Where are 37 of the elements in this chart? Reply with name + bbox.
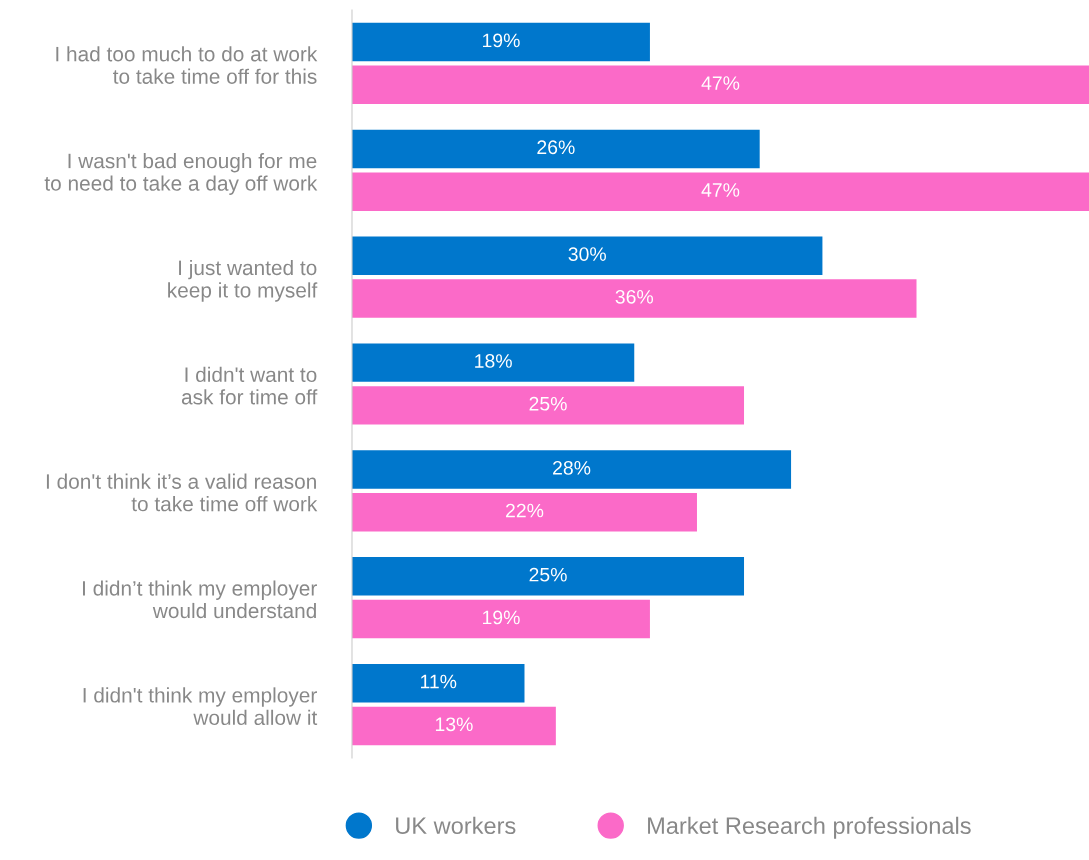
bar bbox=[352, 343, 635, 382]
bar bbox=[352, 492, 697, 532]
bar bbox=[352, 450, 792, 489]
bar bbox=[352, 663, 525, 703]
data-label: 18% bbox=[475, 354, 512, 368]
bar bbox=[352, 599, 650, 639]
y-tick-label: I just wanted to keep it to myself bbox=[168, 259, 318, 302]
bar bbox=[352, 65, 1089, 105]
bar bbox=[352, 172, 1089, 211]
legend-label: Market Research professionals bbox=[648, 816, 971, 839]
y-tick-label: I had too much to do at work to take time off for this bbox=[56, 46, 318, 84]
bar bbox=[352, 386, 745, 425]
data-label: 11% bbox=[420, 674, 457, 689]
bar bbox=[352, 22, 650, 62]
legend-label: UK workers bbox=[396, 816, 516, 835]
bar bbox=[352, 279, 917, 318]
data-label: 36% bbox=[615, 289, 654, 304]
data-label: 28% bbox=[553, 460, 591, 475]
bar bbox=[352, 557, 745, 596]
data-label: 47% bbox=[701, 76, 740, 90]
data-label: 47% bbox=[701, 183, 740, 197]
data-label: 30% bbox=[568, 247, 606, 261]
data-label: 22% bbox=[506, 503, 544, 518]
data-label: 25% bbox=[529, 396, 567, 411]
y-tick-label: I wasn't bad enough for me to need to take a day off work bbox=[44, 153, 318, 195]
data-label: 19% bbox=[482, 610, 520, 625]
bar bbox=[352, 129, 760, 169]
y-tick-label: I didn't think my employer would allow it bbox=[83, 687, 318, 726]
data-label: 25% bbox=[529, 567, 567, 582]
bar bbox=[352, 706, 556, 746]
y-tick-label: I didn't want to ask for time off bbox=[181, 366, 318, 405]
y-tick-label: I don't think it’s a valid reason to take time off work bbox=[46, 473, 318, 512]
data-label: 19% bbox=[482, 33, 520, 48]
data-label: 26% bbox=[537, 140, 575, 155]
y-tick-label: I didn’t think my employer would understand bbox=[83, 580, 317, 619]
bar bbox=[352, 236, 823, 276]
data-label: 13% bbox=[435, 717, 473, 732]
